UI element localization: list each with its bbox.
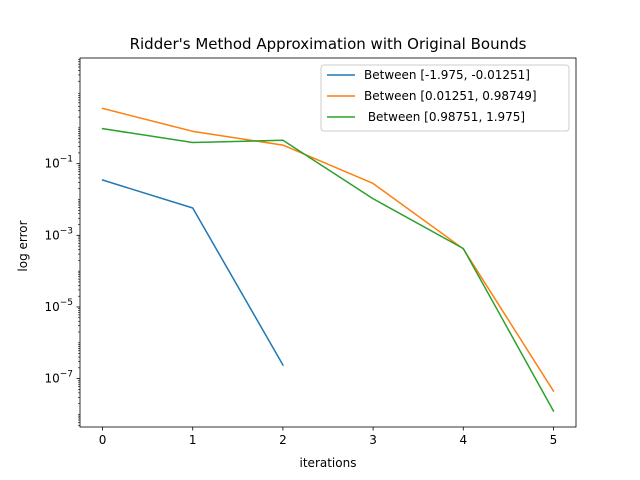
chart-title: Ridder's Method Approximation with Origi… — [130, 35, 527, 53]
x-tick-label: 3 — [369, 433, 377, 447]
series-line-2 — [101, 127, 555, 413]
x-tick-label: 1 — [189, 433, 197, 447]
legend: Between [-1.975, -0.01251] Between [0.012… — [320, 64, 570, 132]
y-tick-label: 10−7 — [44, 370, 73, 386]
legend-label-1: Between [0.01251, 0.98749] — [364, 89, 537, 103]
y-tick-label: 10−5 — [44, 298, 73, 314]
legend-box — [320, 64, 570, 132]
series-line-1 — [101, 107, 555, 393]
y-tick-label: 10−3 — [44, 226, 73, 242]
y-tick-label: 10−1 — [44, 155, 73, 171]
x-tick-label: 2 — [279, 433, 287, 447]
legend-label-0: Between [-1.975, -0.01251] — [364, 68, 530, 82]
x-tick-label: 0 — [99, 433, 107, 447]
axes-frame — [79, 57, 577, 428]
x-axis-label: iterations — [300, 456, 357, 470]
y-axis-label: log error — [16, 220, 30, 271]
legend-label-2: Between [0.98751, 1.975] — [364, 110, 525, 124]
series-line-0 — [101, 179, 284, 367]
plot-area: 0 1 2 3 4 5 10−1 10−3 10−5 10−7 — [44, 57, 577, 447]
x-tick-label: 5 — [550, 433, 558, 447]
x-tick-label: 4 — [459, 433, 467, 447]
